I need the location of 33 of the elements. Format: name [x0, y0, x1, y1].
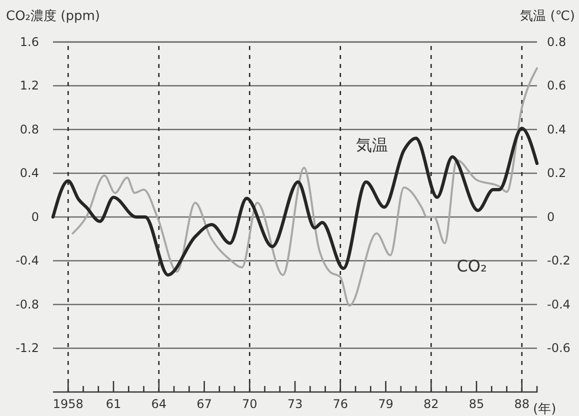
y-tick-label: -1.2	[16, 341, 39, 356]
y-tick-label: -0.4	[16, 254, 39, 268]
x-tick-label: 82	[423, 397, 439, 412]
y2-tick-label: 0	[547, 210, 555, 224]
y-tick-label: 0.4	[20, 166, 39, 180]
x-tick-label: 76	[332, 397, 348, 412]
y2-tick-label: 0.8	[547, 34, 566, 49]
y2-axis-title: 気温 (℃)	[520, 9, 575, 24]
y-axis-title: CO₂濃度 (ppm)	[6, 8, 100, 24]
y-tick-label: 1.2	[20, 78, 39, 93]
y-tick-label: 1.6	[20, 34, 39, 49]
series-label: CO₂	[456, 256, 487, 276]
line-series	[72, 67, 538, 307]
x-tick-label: 88	[514, 397, 530, 412]
x-tick-label: 67	[196, 397, 212, 412]
y2-tick-label: -0.2	[547, 254, 570, 268]
x-tick-label: 73	[287, 397, 303, 412]
y2-tick-label: -0.4	[547, 297, 570, 312]
x-tick-label: 79	[378, 397, 394, 412]
x-tick-label: 70	[242, 397, 258, 412]
x-tick-label: 64	[151, 397, 167, 412]
x-tick-label: 1958	[52, 397, 84, 412]
x-tick-label: 85	[468, 397, 484, 412]
y-tick-label: 0	[31, 210, 39, 224]
series-label: 気温	[356, 135, 388, 154]
y2-tick-label: 0.6	[547, 78, 566, 93]
y-tick-label: -0.8	[16, 297, 39, 312]
y-tick-label: 0.8	[20, 122, 39, 136]
y2-tick-label: 0.4	[547, 122, 566, 136]
x-axis-title: (年)	[533, 402, 556, 416]
x-tick-label: 61	[106, 397, 122, 412]
y2-tick-label: 0.2	[547, 166, 566, 180]
y2-tick-label: -0.6	[547, 341, 570, 356]
